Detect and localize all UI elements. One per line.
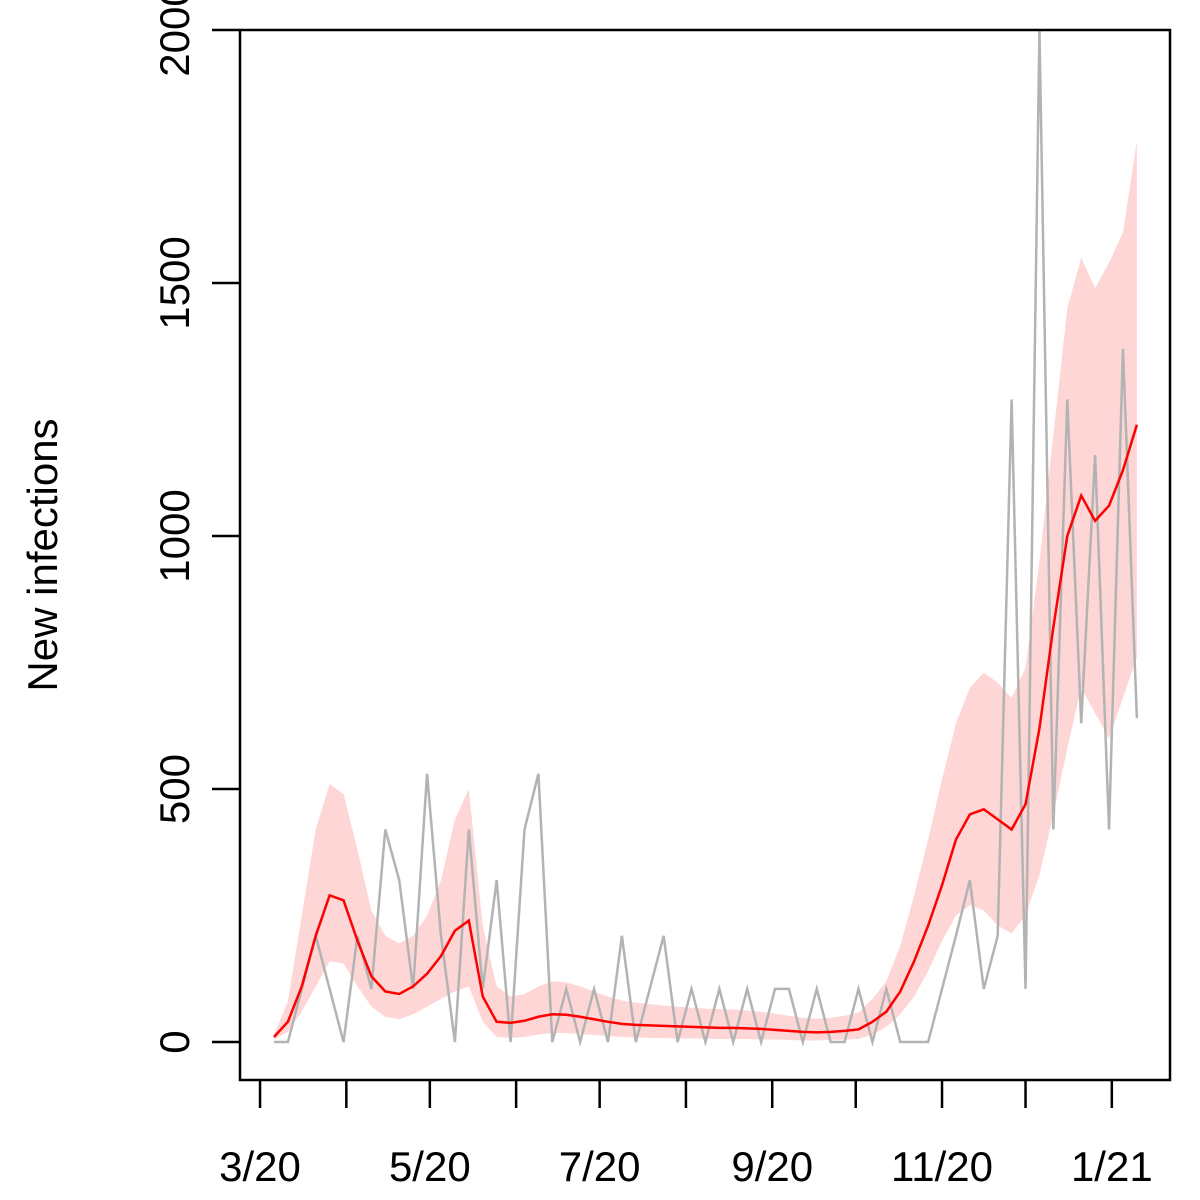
x-tick-label: 1/21	[1071, 1143, 1153, 1190]
x-tick-label: 3/20	[219, 1143, 301, 1190]
y-tick-label: 2000	[151, 0, 198, 77]
y-tick-label: 1500	[151, 236, 198, 329]
plot-area	[273, 30, 1139, 1047]
x-tick-label: 9/20	[731, 1143, 813, 1190]
x-tick-label: 7/20	[559, 1143, 641, 1190]
y-tick-label: 500	[151, 754, 198, 824]
y-axis-label: New infections	[19, 418, 66, 691]
y-tick-label: 0	[151, 1030, 198, 1053]
y-tick-label: 1000	[151, 489, 198, 582]
x-tick-label: 11/20	[891, 1143, 993, 1190]
estimate-line	[273, 424, 1139, 1038]
x-tick-label: 5/20	[389, 1143, 471, 1190]
observed-line	[273, 30, 1139, 1047]
plot-frame	[238, 28, 1172, 1082]
